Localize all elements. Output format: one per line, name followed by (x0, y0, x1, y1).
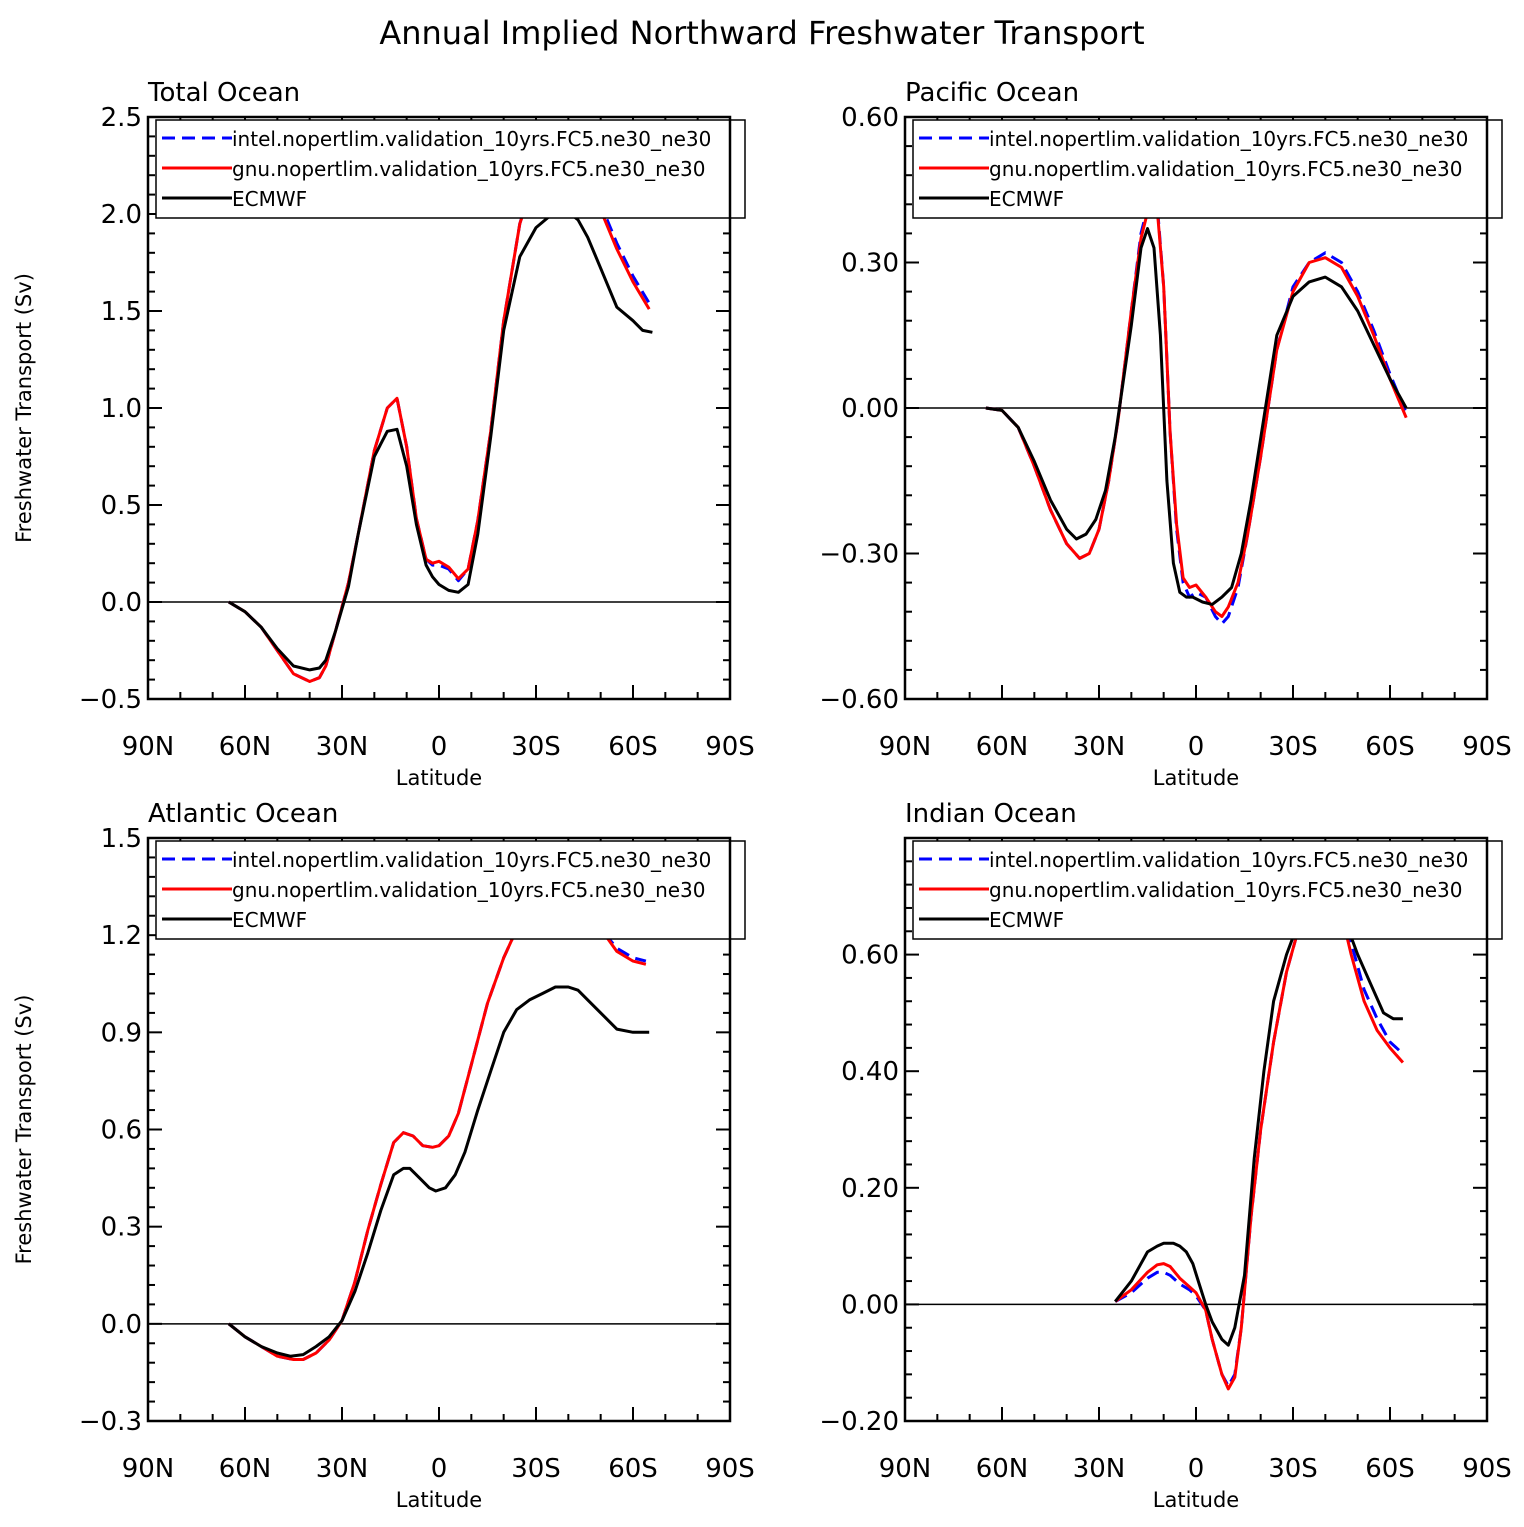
y-tick-label: 2.5 (101, 103, 142, 133)
legend-label-1: intel.nopertlim.validation_10yrs.FC5.ne3… (232, 127, 711, 151)
y-tick-label: −0.3 (79, 1407, 142, 1437)
x-tick-label: 30S (511, 732, 561, 762)
y-axis-label: Freshwater Transport (Sv) (12, 995, 36, 1265)
series-line-3 (227, 985, 650, 1358)
x-tick-label: 0 (431, 732, 448, 762)
x-tick-label: 30N (1073, 732, 1126, 762)
x-tick-label: 60S (608, 732, 658, 762)
legend-box (155, 119, 746, 219)
legend-label-1: intel.nopertlim.validation_10yrs.FC5.ne3… (989, 127, 1468, 151)
legend-label-3: ECMWF (989, 187, 1064, 211)
x-tick-label: 30N (316, 1454, 369, 1484)
x-tick-label: 90S (705, 732, 755, 762)
series-line-1 (228, 138, 651, 683)
y-tick-label: 2.0 (101, 200, 142, 230)
panel-title: Atlantic Ocean (148, 799, 338, 829)
legend-label-2: gnu.nopertlim.validation_10yrs.FC5.ne30_… (989, 878, 1463, 902)
y-tick-label: 0.20 (841, 1174, 899, 1204)
legend-label-3: ECMWF (232, 187, 307, 211)
x-tick-label: 60N (976, 1454, 1029, 1484)
y-tick-label: 0.00 (841, 1290, 899, 1320)
x-tick-label: 60S (608, 1454, 658, 1484)
plot-frame (146, 836, 732, 1423)
series-line-3 (228, 210, 653, 672)
series-line-2 (227, 888, 647, 1361)
y-tick-label: 0.30 (841, 249, 899, 279)
x-axis-label: Latitude (396, 766, 482, 790)
x-tick-label: 60N (219, 732, 272, 762)
series-line-2 (985, 197, 1408, 618)
x-tick-label: 90S (1462, 1454, 1512, 1484)
x-axis-label: Latitude (396, 1488, 482, 1512)
y-tick-label: −0.30 (819, 540, 899, 570)
legend-label-3: ECMWF (989, 908, 1064, 932)
panel-4: Indian Ocean 90N 60N 30N 0 30S 60S 90S −0.20 0.00… (819, 799, 1511, 1512)
legend-label-2: gnu.nopertlim.validation_10yrs.FC5.ne30_… (989, 157, 1463, 181)
legend-label-1: intel.nopertlim.validation_10yrs.FC5.ne3… (989, 848, 1468, 872)
x-tick-label: 0 (1188, 732, 1205, 762)
legend-label-3: ECMWF (232, 908, 307, 932)
x-tick-label: 90N (879, 732, 932, 762)
x-tick-label: 30S (1268, 1454, 1318, 1484)
x-tick-label: 0 (431, 1454, 448, 1484)
x-axis-label: Latitude (1153, 1488, 1239, 1512)
y-tick-label: 0.60 (841, 103, 899, 133)
x-axis-label: Latitude (1153, 766, 1239, 790)
series-line-1 (227, 888, 647, 1361)
panel-title: Pacific Ocean (905, 78, 1079, 108)
legend-label-1: intel.nopertlim.validation_10yrs.FC5.ne3… (232, 848, 711, 872)
y-axis-label: Freshwater Transport (Sv) (12, 273, 36, 543)
y-tick-label: 0.5 (101, 491, 142, 521)
x-tick-label: 90S (1462, 732, 1512, 762)
x-tick-label: 60S (1365, 732, 1415, 762)
y-tick-label: 1.0 (101, 394, 142, 424)
legend-box (912, 119, 1503, 219)
x-tick-label: 60S (1365, 1454, 1415, 1484)
y-tick-label: −0.20 (819, 1407, 899, 1437)
series-line-3 (1114, 889, 1403, 1347)
plot-frame (903, 836, 1489, 1423)
series-line-2 (228, 142, 651, 683)
plot-frame (903, 115, 1489, 701)
y-tick-label: 0.0 (101, 1310, 142, 1340)
x-tick-label: 30N (316, 732, 369, 762)
figure-title: Annual Implied Northward Freshwater Tran… (379, 14, 1144, 52)
x-tick-label: 60N (976, 732, 1029, 762)
x-tick-label: 30S (1268, 732, 1318, 762)
legend-box (155, 840, 746, 940)
x-tick-label: 90S (705, 1454, 755, 1484)
legend-label-2: gnu.nopertlim.validation_10yrs.FC5.ne30_… (232, 157, 706, 181)
y-tick-label: 0.6 (101, 1116, 142, 1146)
y-tick-label: −0.60 (819, 685, 899, 715)
y-tick-label: 0.00 (841, 394, 899, 424)
x-tick-label: 90N (122, 1454, 175, 1484)
series-line-1 (985, 193, 1408, 626)
panel-title: Indian Ocean (905, 799, 1077, 829)
panel-3: Atlantic Ocean 90N 60N 30N 0 30S 60S 90S −0.3 0.0… (12, 799, 755, 1512)
y-tick-label: 1.5 (101, 297, 142, 327)
y-tick-label: 0.60 (841, 941, 899, 971)
x-tick-label: 90N (879, 1454, 932, 1484)
x-tick-label: 60N (219, 1454, 272, 1484)
y-tick-label: 0.9 (101, 1018, 142, 1048)
plot-frame (146, 115, 732, 701)
y-tick-label: 0.40 (841, 1057, 899, 1087)
legend-label-2: gnu.nopertlim.validation_10yrs.FC5.ne30_… (232, 878, 706, 902)
y-tick-label: −0.5 (79, 685, 142, 715)
y-tick-label: 0.0 (101, 588, 142, 618)
y-tick-label: 1.2 (101, 921, 142, 951)
y-tick-label: 1.5 (101, 824, 142, 854)
panel-2: Pacific Ocean 90N 60N 30N 0 30S 60S 90S −0.60 −0.… (819, 78, 1511, 790)
legend-box (912, 840, 1503, 940)
panel-title: Total Ocean (147, 78, 300, 108)
y-tick-label: 0.3 (101, 1213, 142, 1243)
x-tick-label: 0 (1188, 1454, 1205, 1484)
series-line-3 (985, 227, 1408, 606)
panel-1: Total Ocean 90N 60N 30N 0 30S 60S 90S −0.5 0.0 0.5… (12, 78, 755, 790)
x-tick-label: 30S (511, 1454, 561, 1484)
x-tick-label: 30N (1073, 1454, 1126, 1484)
series-line-2 (1114, 891, 1405, 1391)
x-tick-label: 90N (122, 732, 175, 762)
